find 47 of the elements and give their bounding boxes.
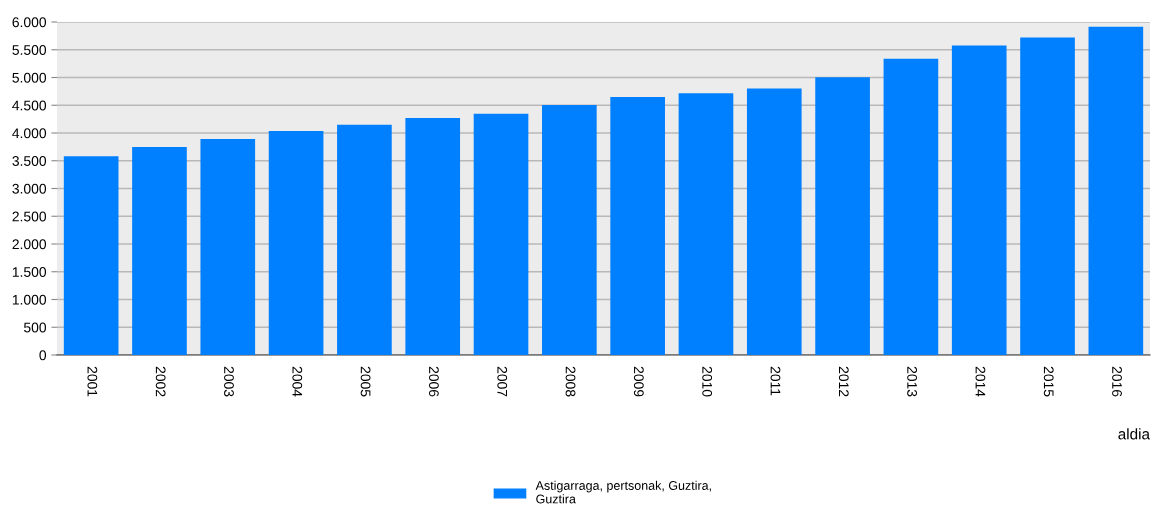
- bar: [200, 139, 256, 355]
- x-tick-label: 2015: [1043, 366, 1054, 397]
- y-tick-label: 4.000: [12, 128, 47, 139]
- x-tick-label: 2011: [770, 366, 781, 396]
- bar: [746, 88, 802, 355]
- bar: [473, 113, 529, 355]
- x-tick-label: 2002: [155, 366, 166, 397]
- bar: [132, 146, 187, 355]
- y-tick-label: 0: [39, 350, 47, 361]
- y-tick-label: 4.500: [12, 100, 47, 111]
- x-tick-label: 2010: [702, 366, 713, 397]
- y-tick-label: 5.500: [12, 45, 47, 55]
- x-tick-label: 2007: [497, 366, 508, 397]
- x-tick-label: 2003: [224, 366, 234, 397]
- y-tick-label: 3.500: [12, 156, 47, 166]
- y-tick-label: 3.000: [12, 183, 47, 194]
- y-tick-label: 2.000: [12, 239, 47, 250]
- bar: [1020, 37, 1075, 355]
- x-tick-label: 2008: [565, 366, 576, 397]
- y-tick-label: 5.000: [12, 72, 47, 83]
- y-tick-label: 500: [23, 322, 47, 333]
- x-tick-label: 2009: [633, 366, 644, 397]
- y-tick-label: 1.000: [12, 294, 47, 305]
- x-tick-label: 2005: [360, 366, 371, 397]
- bar: [1088, 26, 1144, 355]
- legend-label: Astigarraga, pertsonak, Guztira, Guztira: [535, 480, 711, 504]
- bar: [951, 45, 1007, 355]
- x-tick-label: 2006: [428, 366, 439, 397]
- bar: [337, 124, 392, 355]
- x-tick-label: 2013: [907, 366, 918, 397]
- bar: [815, 77, 870, 355]
- y-tick-label: 2.500: [12, 211, 47, 222]
- x-tick-label: 2016: [1112, 366, 1122, 397]
- bar: [542, 104, 597, 355]
- x-tick-label: 2001: [87, 366, 98, 397]
- y-tick-label: 1.500: [12, 267, 47, 277]
- bar: [63, 156, 119, 355]
- bar: [405, 118, 461, 355]
- y-tick-label: 6.000: [12, 17, 47, 28]
- bar: [678, 93, 734, 355]
- bar: [610, 96, 665, 355]
- bar: [883, 58, 939, 355]
- bar: [268, 131, 324, 355]
- x-tick-label: 2004: [292, 366, 303, 397]
- x-axis-title: aldia: [1118, 428, 1150, 440]
- x-tick-label: 2012: [838, 366, 849, 397]
- x-tick-label: 2014: [975, 366, 986, 397]
